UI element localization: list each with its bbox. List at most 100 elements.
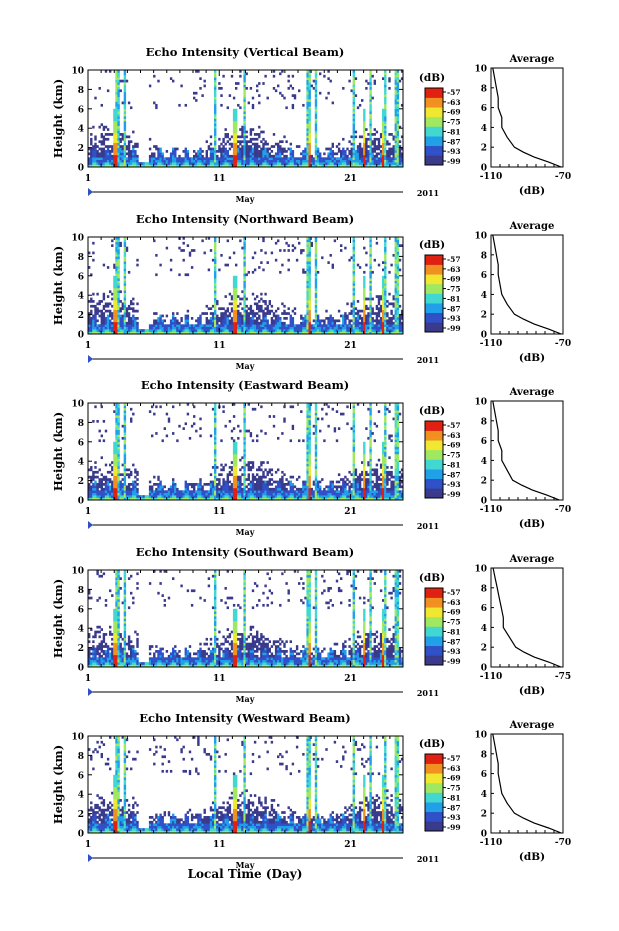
colorbar-label: (dB) (419, 738, 445, 750)
y-axis-label: Height (km) (51, 246, 65, 325)
colorbar-tick-label: -69 (447, 774, 461, 783)
month-label: May (236, 194, 255, 204)
y-tick-label: 6 (78, 771, 84, 781)
colorbar-frame (424, 254, 444, 333)
y-tick-label: 4 (78, 125, 84, 135)
profile-y-tick-label: 4 (481, 624, 487, 634)
colorbar-tick-label: -63 (447, 431, 461, 440)
profile-title: Average (509, 221, 555, 232)
profile-y-tick-label: 0 (481, 830, 487, 840)
colorbar-tick-label: -99 (447, 157, 461, 166)
month-label: May (236, 694, 255, 704)
panel-2: Echo Intensity (Northward Beam) Height (k… (51, 212, 571, 371)
panel-title: Echo Intensity (Westward Beam) (139, 711, 350, 725)
colorbar-tick-label: -99 (447, 490, 461, 499)
profile-line (492, 67, 562, 168)
heatmap (88, 736, 404, 834)
colorbar-tick-label: -93 (447, 480, 461, 489)
profile-y-tick-label: 10 (474, 398, 487, 408)
x-tick-label: 11 (213, 840, 226, 850)
x-tick-label: 21 (344, 674, 357, 684)
y-tick-label: 6 (78, 105, 84, 115)
y-tick-label: 0 (78, 664, 84, 674)
y-tick-label: 0 (78, 830, 84, 840)
x-tick-label: 21 (344, 341, 357, 351)
colorbar-frame (424, 753, 444, 832)
colorbar-tick-label: -75 (447, 784, 461, 793)
colorbar-tick-label: -75 (447, 118, 461, 127)
x-tick-label: 1 (85, 507, 91, 517)
y-tick-label: 10 (71, 234, 84, 244)
profile-title: Average (509, 554, 555, 565)
profile-y-tick-label: 6 (481, 271, 487, 281)
profile-frame (490, 234, 564, 335)
colorbar (425, 421, 443, 499)
x-tick-label: 21 (344, 507, 357, 517)
y-tick-label: 10 (71, 733, 84, 743)
profile-line (492, 400, 560, 501)
y-tick-label: 10 (71, 400, 84, 410)
figure-xlabel: Local Time (Day) (188, 867, 303, 881)
profile-y-tick-label: 10 (474, 232, 487, 242)
panel-4: Echo Intensity (Southward Beam) Height (k… (51, 545, 571, 704)
year-label: 2011 (417, 688, 439, 698)
profile-title: Average (509, 387, 555, 398)
panel-5: Echo Intensity (Westward Beam) Height (km… (51, 711, 571, 870)
year-label: 2011 (417, 188, 439, 198)
profile-y-tick-label: 6 (481, 104, 487, 114)
profile-line (492, 733, 562, 834)
profile-y-tick-label: 4 (481, 124, 487, 134)
profile-y-tick-label: 4 (481, 457, 487, 467)
profile-y-tick-label: 2 (481, 477, 487, 487)
year-label: 2011 (417, 854, 439, 864)
profile-y-tick-label: 0 (481, 331, 487, 341)
profile-x-tick-label: -110 (480, 339, 503, 349)
x-tick-label: 11 (213, 174, 226, 184)
profile-x-tick-label: -70 (555, 339, 571, 349)
y-tick-label: 0 (78, 331, 84, 341)
colorbar-frame (424, 87, 444, 166)
month-label: May (236, 527, 255, 537)
colorbar-tick-label: -93 (447, 647, 461, 656)
profile-x-tick-label: -110 (480, 672, 503, 682)
year-label: 2011 (417, 355, 439, 365)
colorbar-tick-label: -75 (447, 618, 461, 627)
profile-title: Average (509, 54, 555, 65)
profile-y-tick-label: 8 (481, 251, 487, 261)
colorbar-tick-label: -69 (447, 441, 461, 450)
profile-y-tick-label: 4 (481, 790, 487, 800)
colorbar-tick-label: -75 (447, 451, 461, 460)
y-tick-label: 8 (78, 586, 84, 596)
colorbar (425, 255, 443, 333)
profile-y-tick-label: 2 (481, 810, 487, 820)
y-tick-label: 2 (78, 644, 84, 654)
colorbar-tick-label: -87 (447, 803, 461, 812)
y-tick-label: 6 (78, 605, 84, 615)
colorbar-tick-label: -81 (447, 793, 461, 802)
colorbar-tick-label: -99 (447, 823, 461, 832)
month-label: May (236, 361, 255, 371)
profile-xlabel: (dB) (519, 518, 545, 530)
colorbar-label: (dB) (419, 572, 445, 584)
colorbar-tick-label: -87 (447, 637, 461, 646)
panel-title: Echo Intensity (Vertical Beam) (146, 45, 345, 59)
colorbar-tick-label: -75 (447, 285, 461, 294)
y-tick-label: 2 (78, 477, 84, 487)
y-tick-label: 8 (78, 253, 84, 263)
year-label: 2011 (417, 521, 439, 531)
profile-line (492, 567, 562, 668)
colorbar (425, 88, 443, 166)
colorbar-tick-label: -81 (447, 460, 461, 469)
y-tick-label: 8 (78, 86, 84, 96)
y-tick-label: 0 (78, 164, 84, 174)
colorbar-tick-label: -93 (447, 147, 461, 156)
profile-x-tick-label: -110 (480, 172, 503, 182)
time-axis-arrow (88, 854, 93, 862)
profile-y-tick-label: 0 (481, 497, 487, 507)
colorbar-tick-label: -87 (447, 304, 461, 313)
colorbar-label: (dB) (419, 405, 445, 417)
x-tick-label: 21 (344, 840, 357, 850)
profile-x-tick-label: -70 (555, 172, 571, 182)
y-tick-label: 8 (78, 419, 84, 429)
profile-frame (490, 733, 564, 834)
